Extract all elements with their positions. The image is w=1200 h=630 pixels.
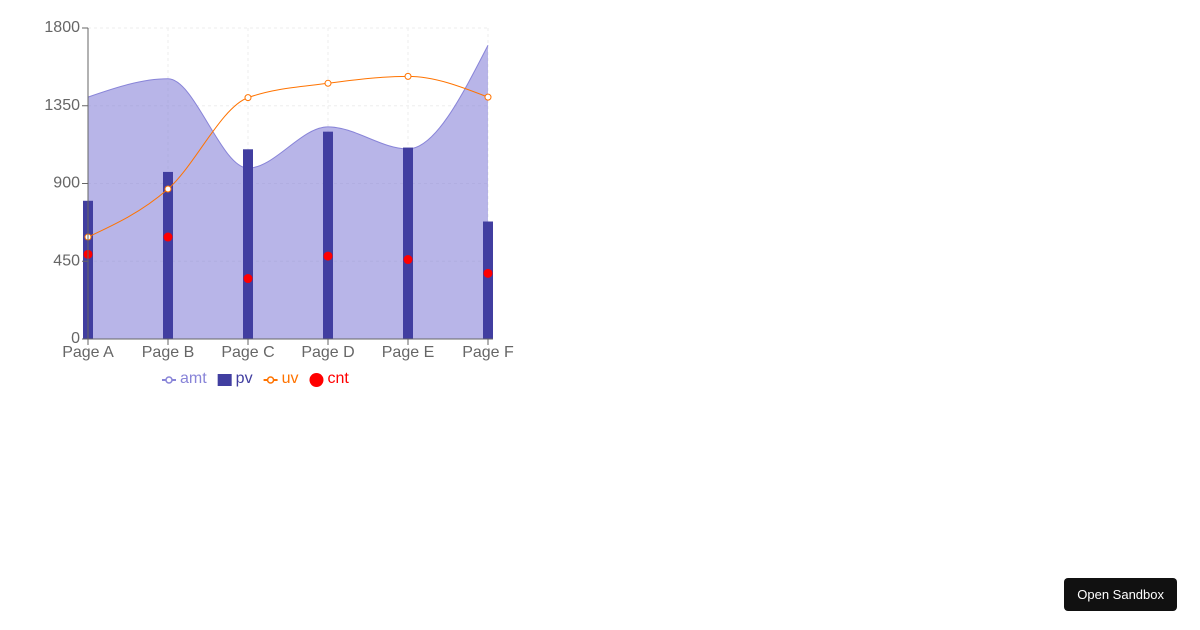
x-tick-label: Page F <box>462 344 514 361</box>
line <box>87 75 489 238</box>
x-tick-label: Page E <box>382 344 434 361</box>
x-tick-label: Page C <box>221 344 274 361</box>
legend-label: uv <box>282 370 299 387</box>
bar <box>163 171 173 339</box>
line-dot <box>164 185 172 193</box>
bar <box>243 149 253 339</box>
y-tick-label: 1350 <box>44 97 80 114</box>
y-tick-label: 900 <box>53 175 80 192</box>
y-tick-label: 1800 <box>44 19 80 36</box>
legend-label: cnt <box>327 370 349 387</box>
legend-icon <box>309 373 324 387</box>
legend-icon <box>165 376 173 384</box>
scatter-point <box>243 274 253 284</box>
area <box>88 45 488 340</box>
line-dot <box>484 93 492 101</box>
legend-label: pv <box>236 370 253 387</box>
y-tick-label: 0 <box>71 330 80 347</box>
bar <box>323 131 333 339</box>
x-tick-label: Page B <box>142 344 194 361</box>
legend: amt pv uv cnt <box>162 370 349 387</box>
open-sandbox-button[interactable]: Open Sandbox <box>1064 578 1177 611</box>
bar <box>483 221 493 339</box>
line-dot <box>244 94 252 102</box>
y-tick-label: 450 <box>53 252 80 269</box>
x-tick-label: Page D <box>301 344 354 361</box>
scatter-point <box>163 232 173 242</box>
legend-icon <box>217 374 232 386</box>
scatter-point <box>323 251 333 261</box>
area-line <box>87 45 489 169</box>
chart: 0 450 900 1350 1800 Page A Page B Page C Page D P… <box>44 19 514 387</box>
scatter-point <box>483 268 493 278</box>
line-dot <box>324 79 332 87</box>
x-tick-label: Page A <box>62 344 114 361</box>
bar <box>403 147 413 339</box>
legend-icon <box>266 376 275 384</box>
line-dot <box>404 72 412 80</box>
scatter-point <box>403 255 413 265</box>
legend-label: amt <box>180 370 207 387</box>
